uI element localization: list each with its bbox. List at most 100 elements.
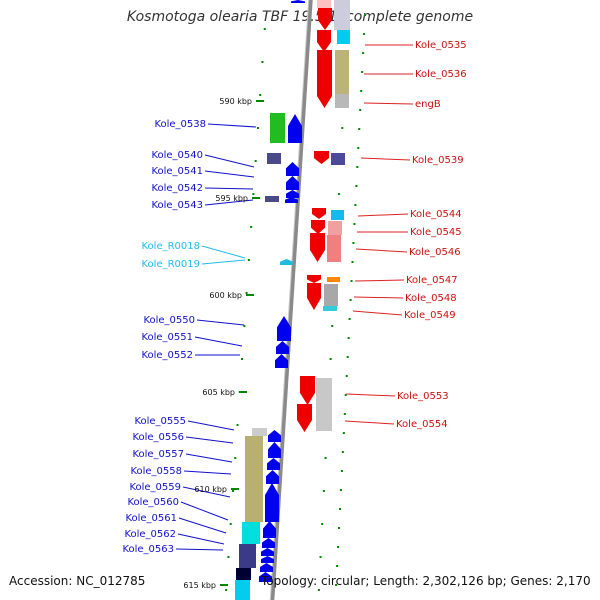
- leader-line: [207, 123, 257, 128]
- gene-arrows: [259, 0, 332, 582]
- leader-line: [354, 279, 405, 282]
- gene-arrow: [310, 233, 325, 262]
- scale-label: 615 kbp: [183, 581, 216, 590]
- leader-line: [204, 154, 255, 168]
- cog-block: [334, 0, 350, 30]
- leader-line: [204, 187, 254, 190]
- gene-label: Kole_0536: [415, 69, 467, 80]
- gene-arrow: [267, 458, 280, 470]
- gene-arrow: [286, 162, 299, 176]
- cog-block: [327, 235, 341, 262]
- gene-label: Kole_0556: [132, 432, 184, 443]
- gene-label: Kole_0559: [129, 482, 181, 493]
- guide-dot: [229, 523, 232, 525]
- leader-line: [363, 102, 414, 105]
- guide-dot: [243, 325, 246, 327]
- gene-arrow: [286, 190, 299, 198]
- guide-dot: [339, 489, 342, 491]
- gene-label: engB: [415, 99, 441, 110]
- guide-dot: [236, 424, 239, 426]
- guide-dot: [321, 523, 324, 525]
- leader-line: [355, 248, 408, 253]
- guide-dot: [349, 299, 352, 301]
- guide-dot: [364, 14, 367, 16]
- guide-dot: [337, 546, 340, 548]
- leader-line: [357, 213, 409, 217]
- left-gene-labels: Kole_0538 Kole_0540 Kole_0541 Kole_0542 Kole…: [122, 119, 206, 555]
- scale-tick: [256, 100, 264, 102]
- map-title: Kosmotoga olearia TBF 19.5.1, complete g…: [126, 9, 474, 25]
- guide-dot: [335, 584, 338, 586]
- leader-line: [204, 199, 254, 206]
- gene-label: Kole_0548: [405, 293, 457, 304]
- gene-arrow: [314, 151, 329, 164]
- scale-tick: [252, 197, 260, 199]
- cog-block: [328, 221, 342, 235]
- gene-arrow: [300, 376, 315, 405]
- gene-label: Kole_0562: [124, 529, 176, 540]
- scale-label: 595 kbp: [215, 194, 248, 203]
- gene-label: Kole_0545: [410, 227, 462, 238]
- gene-arrow: [285, 197, 298, 203]
- scale-label: 590 kbp: [219, 97, 252, 106]
- cog-block: [236, 568, 251, 580]
- cog-block: [252, 428, 267, 436]
- gene-arrow: [275, 354, 288, 368]
- cog-block: [239, 544, 256, 568]
- genome-summary-text: Topology: circular; Length: 2,302,126 bp…: [261, 574, 591, 588]
- guide-dot: [360, 90, 363, 92]
- gene-arrow: [307, 275, 321, 283]
- leader-line: [183, 470, 232, 475]
- leader-line: [182, 486, 231, 498]
- guide-dot: [346, 356, 349, 358]
- guide-dot: [353, 223, 356, 225]
- gene-arrow: [268, 442, 281, 458]
- leader-line: [344, 420, 395, 425]
- guide-dot: [263, 28, 266, 30]
- gene-arrow: [268, 430, 281, 442]
- guide-dot: [340, 470, 343, 472]
- cog-block: [265, 196, 279, 202]
- guide-dot: [241, 358, 244, 360]
- cog-block: [324, 284, 338, 306]
- gene-arrow: [311, 220, 325, 234]
- gene-label: Kole_0549: [404, 310, 456, 321]
- gene-cog-blocks: [235, 0, 350, 600]
- cog-block: [317, 0, 331, 8]
- guide-dot: [341, 451, 344, 453]
- cog-block: [337, 30, 350, 44]
- guide-dot: [234, 457, 237, 459]
- gene-label: Kole_0561: [125, 513, 177, 524]
- cog-block: [242, 522, 260, 544]
- leader-line: [180, 501, 229, 521]
- guide-dot: [322, 490, 325, 492]
- gene-arrow: [261, 548, 274, 556]
- gene-label: Kole_0539: [412, 155, 464, 166]
- guide-dot: [247, 259, 250, 261]
- cog-block: [335, 94, 349, 108]
- leader-line: [194, 336, 243, 347]
- guide-dot: [345, 375, 348, 377]
- cog-block: [331, 153, 345, 165]
- gene-arrow: [317, 30, 331, 52]
- scale-tick: [246, 294, 254, 296]
- leader-line: [178, 517, 227, 534]
- gene-arrow: [286, 176, 299, 190]
- gene-label: Kole_0535: [415, 40, 467, 51]
- leader-line: [204, 170, 255, 178]
- guide-dot: [259, 94, 262, 96]
- guide-dot: [341, 127, 344, 129]
- gene-label: Kole_0560: [127, 497, 179, 508]
- guide-dot: [324, 457, 327, 459]
- gene-arrow: [307, 283, 321, 310]
- guide-dot: [331, 325, 334, 327]
- leader-line: [360, 157, 411, 161]
- gene-arrow: [261, 556, 274, 563]
- guide-dot: [317, 589, 320, 591]
- guide-dot: [343, 413, 346, 415]
- gene-label: Kole_0547: [406, 275, 458, 286]
- guide-dot: [254, 160, 257, 162]
- guide-dot: [355, 185, 358, 187]
- gene-label: Kole_0546: [409, 247, 461, 258]
